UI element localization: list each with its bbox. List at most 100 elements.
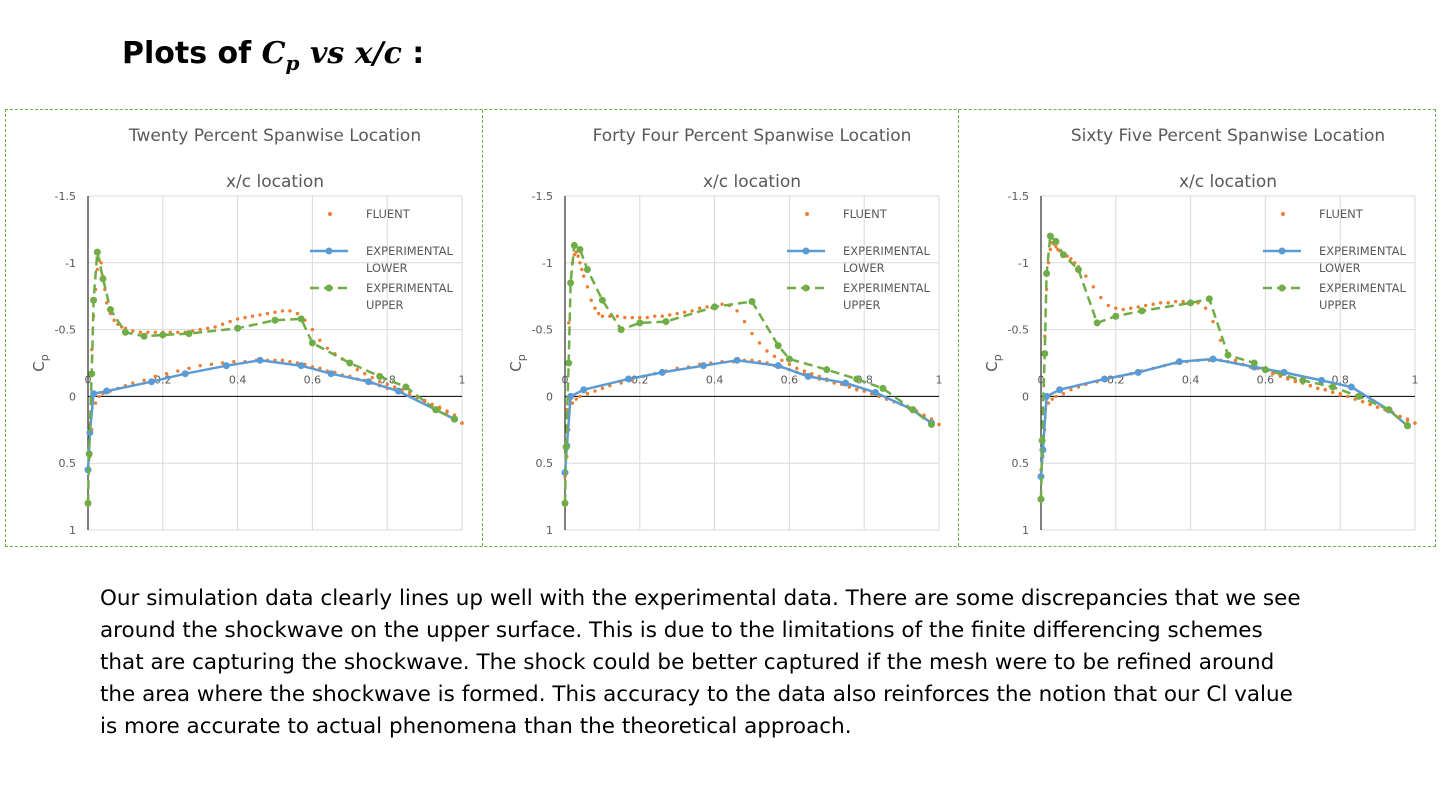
fluent-point bbox=[378, 380, 382, 384]
experimental-upper-point bbox=[927, 420, 935, 428]
fluent-point bbox=[280, 309, 285, 313]
fluent-point bbox=[273, 310, 277, 314]
experimental-lower-point bbox=[1043, 392, 1051, 400]
fluent-point bbox=[570, 401, 574, 405]
experimental-lower-line bbox=[563, 359, 932, 473]
experimental-upper-point bbox=[140, 332, 148, 340]
fluent-point bbox=[1219, 338, 1223, 342]
fluent-point bbox=[936, 422, 941, 427]
fluent-point bbox=[682, 310, 687, 314]
fluent-point bbox=[112, 318, 116, 322]
y-tick-label: -1 bbox=[1018, 257, 1029, 270]
fluent-point bbox=[802, 369, 806, 373]
fluent-point bbox=[1316, 386, 1320, 391]
y-tick-label: 0.5 bbox=[535, 457, 553, 470]
experimental-lower-point bbox=[804, 372, 812, 380]
fluent-point bbox=[205, 326, 210, 330]
fluent-point bbox=[1181, 299, 1186, 304]
fluent-point bbox=[757, 341, 761, 345]
fluent-point bbox=[198, 327, 202, 332]
x-tick-label: 0.6 bbox=[304, 373, 322, 386]
fluent-point bbox=[288, 359, 292, 364]
fluent-point bbox=[579, 267, 584, 272]
fluent-point bbox=[585, 285, 589, 289]
fluent-point bbox=[1376, 405, 1380, 409]
experimental-upper-point bbox=[1041, 350, 1049, 358]
body-line: that are capturing the shockwave. The sh… bbox=[100, 650, 1275, 675]
experimental-upper-point bbox=[159, 331, 167, 339]
chart-title: Sixty Five Percent Spanwise Location bbox=[1071, 126, 1385, 146]
experimental-lower-point bbox=[1056, 386, 1064, 394]
body-paragraph: Our simulation data clearly lines up wel… bbox=[100, 583, 1330, 743]
fluent-point bbox=[577, 394, 582, 399]
chart-panel-forty-four: Forty Four Percent Spanwise Location x/c … bbox=[481, 110, 959, 546]
experimental-upper-point bbox=[402, 383, 410, 391]
fluent-point bbox=[187, 366, 191, 371]
fluent-point bbox=[667, 313, 672, 317]
chart-twenty-percent: Twenty Percent Spanwise Location x/c loca… bbox=[30, 126, 466, 537]
experimental-upper-point bbox=[822, 366, 830, 374]
experimental-lower-point bbox=[658, 368, 666, 376]
experimental-lower-point bbox=[699, 362, 707, 370]
x-tick-label: 0 bbox=[561, 373, 568, 386]
legend-label: LOWER bbox=[843, 261, 885, 275]
experimental-upper-point bbox=[635, 319, 643, 327]
experimental-upper-line bbox=[86, 250, 456, 504]
experimental-upper-point bbox=[583, 265, 591, 273]
body-line: is more accurate to actual phenomena tha… bbox=[100, 714, 852, 739]
fluent-point bbox=[574, 397, 578, 401]
fluent-point bbox=[392, 385, 397, 389]
experimental-upper-point bbox=[1047, 232, 1055, 240]
y-tick-label: 0.5 bbox=[59, 457, 77, 470]
x-tick-label: 1 bbox=[1412, 373, 1419, 386]
experimental-upper-point bbox=[879, 384, 887, 392]
legend-fluent-marker bbox=[328, 212, 332, 216]
fluent-point bbox=[318, 338, 322, 342]
fluent-point bbox=[566, 321, 571, 325]
experimental-upper-point bbox=[852, 375, 860, 383]
fluent-point bbox=[232, 359, 236, 364]
y-tick-label: 0 bbox=[69, 390, 76, 403]
x-tick-label: 0.4 bbox=[706, 373, 724, 386]
experimental-upper-point bbox=[1299, 376, 1307, 384]
x-axis-label: x/c location bbox=[703, 172, 801, 192]
title-prefix: Plots of bbox=[122, 36, 252, 71]
fluent-point bbox=[1092, 285, 1096, 289]
x-tick-label: 0.8 bbox=[855, 373, 873, 386]
x-tick-label: 0.6 bbox=[780, 373, 798, 386]
experimental-upper-point bbox=[271, 316, 279, 324]
chart-title: Twenty Percent Spanwise Location bbox=[128, 126, 421, 146]
fluent-point bbox=[1136, 305, 1141, 309]
fluent-point bbox=[572, 253, 576, 257]
fluent-point bbox=[164, 371, 169, 376]
y-tick-label: -1 bbox=[65, 257, 76, 270]
fluent-point bbox=[153, 330, 158, 334]
fluent-point bbox=[615, 314, 619, 318]
fluent-point bbox=[250, 314, 255, 318]
experimental-upper-line bbox=[563, 244, 932, 504]
fluent-point bbox=[1346, 394, 1350, 399]
fluent-point bbox=[742, 319, 746, 324]
fluent-point bbox=[622, 315, 627, 320]
experimental-upper-point bbox=[710, 303, 718, 311]
title-math: Cp vs x/c bbox=[262, 36, 402, 75]
fluent-point bbox=[705, 305, 709, 309]
experimental-upper-point bbox=[1251, 359, 1259, 367]
legend-label: UPPER bbox=[366, 298, 404, 312]
fluent-point bbox=[581, 274, 586, 278]
experimental-lower-point bbox=[181, 370, 189, 378]
fluent-point bbox=[1054, 245, 1059, 249]
fluent-point bbox=[138, 330, 143, 334]
x-axis-label: x/c location bbox=[226, 172, 324, 192]
experimental-lower-point bbox=[579, 386, 587, 394]
fluent-point bbox=[1286, 377, 1290, 381]
fluent-point bbox=[370, 375, 374, 380]
fluent-point bbox=[1331, 390, 1335, 395]
experimental-upper-point bbox=[570, 241, 578, 249]
fluent-point bbox=[153, 374, 158, 379]
experimental-upper-point bbox=[1038, 436, 1046, 444]
fluent-point bbox=[1048, 247, 1053, 252]
experimental-upper-point bbox=[1206, 295, 1214, 303]
fluent-point bbox=[630, 315, 634, 320]
y-tick-label: -0.5 bbox=[1008, 324, 1029, 337]
